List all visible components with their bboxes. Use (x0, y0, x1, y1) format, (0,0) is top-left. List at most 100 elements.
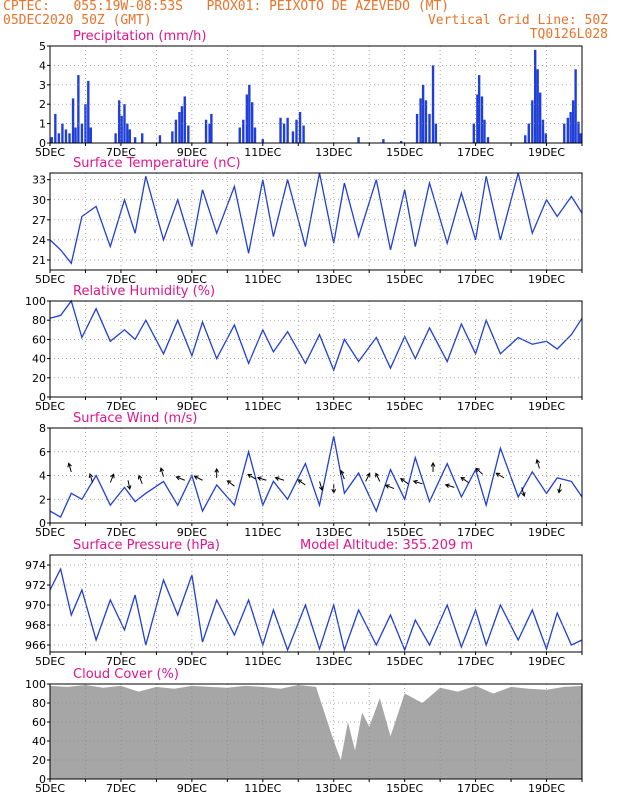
y-tick-label: 21 (32, 254, 46, 267)
wind-arrow-head (318, 486, 324, 492)
x-tick-label: 11DEC (244, 146, 281, 159)
x-tick-label: 19DEC (528, 655, 565, 668)
precip-bar (419, 98, 422, 143)
wind-arrow (138, 475, 143, 484)
y-tick-label: 968 (25, 619, 46, 632)
precip-bar (87, 80, 90, 143)
precip-bar (424, 100, 428, 143)
wind-arrow (275, 477, 285, 481)
precip-bar (431, 65, 435, 143)
precip-bar (524, 135, 527, 143)
precip-bar (183, 96, 186, 143)
panel-frame (49, 172, 583, 271)
wind-arrow-head (193, 475, 199, 480)
precip-bar (178, 111, 181, 143)
precip-bar (357, 137, 360, 143)
x-tick-label: 15DEC (386, 400, 423, 413)
precip-bar (261, 139, 264, 143)
series-line (49, 299, 583, 372)
precip-bar (544, 133, 548, 143)
panel-frame (49, 683, 583, 780)
precip-bar (282, 123, 286, 143)
precip-bar (480, 96, 484, 143)
x-tick-label: 19DEC (528, 782, 565, 795)
y-tick-label: 970 (25, 599, 46, 612)
y-tick-label: 80 (32, 314, 46, 327)
y-tick-label: 60 (32, 716, 46, 729)
x-tick-label: 13DEC (315, 273, 352, 286)
precip-bar (541, 119, 545, 143)
wind-arrow-head (88, 473, 94, 479)
y-tick-label: 974 (25, 559, 46, 572)
panel-title: Surface Wind (m/s) (73, 411, 197, 426)
series-line (49, 567, 583, 653)
wind-arrow-head (126, 485, 132, 491)
y-tick-label: 40 (32, 353, 46, 366)
wind-arrow (558, 483, 562, 493)
wind-arrow-head (159, 467, 165, 473)
x-tick-label: 13DEC (315, 400, 352, 413)
precip-bar (421, 84, 425, 143)
x-tick-label: 11DEC (244, 782, 281, 795)
wind-arrow (536, 459, 540, 469)
precip-bar (538, 92, 542, 143)
precip-bar (54, 113, 57, 143)
y-tick-label: 40 (32, 735, 46, 748)
wind-arrow-head (412, 479, 418, 485)
y-tick-label: 60 (32, 333, 46, 346)
y-tick-label: 30 (32, 194, 46, 207)
panel-6 (47, 683, 583, 782)
y-tick-label: 3 (39, 79, 46, 92)
precip-bar (120, 115, 123, 143)
panel-4 (47, 427, 583, 526)
wind-arrow-head (375, 472, 380, 478)
wind-arrow-head (495, 472, 501, 477)
precip-bar (242, 119, 245, 143)
precip-bar (428, 113, 431, 143)
precip-bar (531, 100, 534, 143)
x-tick-label: 17DEC (457, 526, 494, 539)
precip-bar (180, 106, 184, 143)
wind-arrow-head (521, 491, 526, 497)
x-tick-label: 7DEC (106, 655, 136, 668)
panel-title: Surface Pressure (hPa) (73, 538, 220, 553)
wind-arrow (413, 480, 423, 485)
precip-bar (174, 119, 178, 143)
wind-arrow-head (256, 476, 262, 481)
y-tick-label: 2 (39, 493, 46, 506)
x-tick-label: 5DEC (35, 400, 65, 413)
x-tick-label: 7DEC (106, 782, 136, 795)
x-tick-label: 13DEC (315, 146, 352, 159)
panel-title: Surface Temperature (nC) (73, 156, 241, 171)
precip-bar (569, 111, 572, 143)
y-tick-label: 966 (25, 639, 46, 652)
precip-bar (126, 123, 129, 143)
precip-bar (279, 117, 282, 143)
precip-bar (171, 131, 174, 143)
precip-bar (250, 102, 254, 143)
x-tick-label: 15DEC (386, 655, 423, 668)
wind-arrow-head (460, 476, 466, 482)
panel-5 (47, 554, 583, 655)
x-tick-label: 19DEC (528, 400, 565, 413)
wind-arrow-head (430, 461, 436, 467)
wind-arrow-head (274, 476, 280, 481)
precip-bar (80, 123, 84, 143)
wind-arrow (365, 473, 371, 482)
precip-bar (476, 94, 479, 143)
x-tick-label: 19DEC (528, 146, 565, 159)
precip-bar (574, 69, 577, 143)
y-tick-label: 0 (39, 517, 46, 530)
x-tick-label: 9DEC (177, 782, 207, 795)
header-line1: CPTEC: 055:19W-08:53S PROX01: PEIXOTO DE… (3, 0, 450, 14)
x-tick-label: 5DEC (35, 526, 65, 539)
panel-frame (49, 427, 583, 524)
precip-bar (64, 129, 68, 143)
precip-bar (204, 119, 208, 143)
y-tick-label: 0 (39, 773, 46, 786)
wind-arrow-head (399, 478, 405, 483)
wind-arrow (400, 478, 409, 485)
x-tick-label: 9DEC (177, 655, 207, 668)
y-tick-label: 100 (25, 295, 46, 308)
y-tick-label: 100 (25, 678, 46, 691)
